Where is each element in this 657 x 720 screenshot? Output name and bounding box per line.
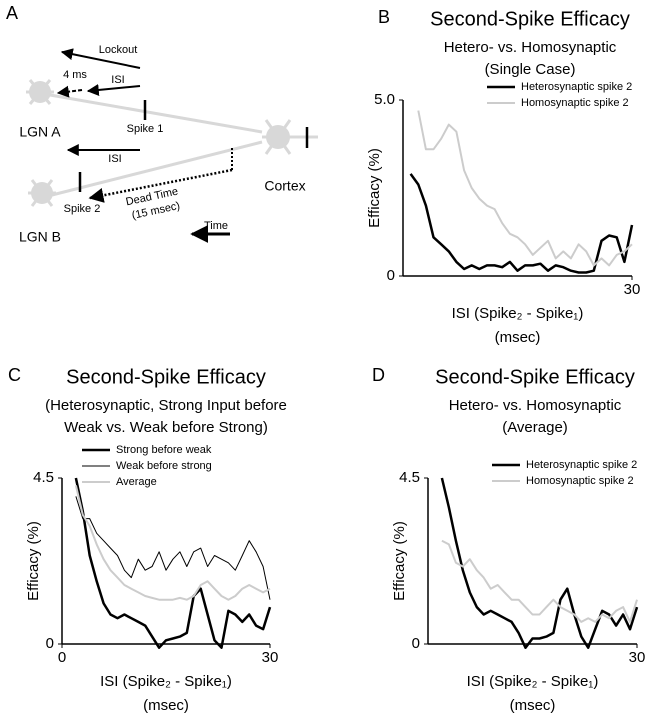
series-line xyxy=(409,173,634,274)
series-line xyxy=(417,110,633,267)
y-axis-label: Efficacy (%) xyxy=(366,148,383,228)
y-tick-label: 0 xyxy=(46,635,54,652)
label: LGN A xyxy=(19,124,61,140)
x-axis-label: ISI (Spike₂ - Spike₁) xyxy=(467,673,599,690)
x-axis-label: (msec) xyxy=(143,697,189,714)
label: 4 ms xyxy=(63,69,87,81)
label: Lockout xyxy=(99,44,138,56)
series-line xyxy=(74,477,272,649)
label: Time xyxy=(204,220,228,232)
y-axis-label: Efficacy (%) xyxy=(25,521,42,601)
panel-letter: B xyxy=(378,7,390,27)
x-axis-label: ISI (Spike₂ - Spike₁) xyxy=(100,673,232,690)
legend-label: Heterosynaptic spike 2 xyxy=(521,81,632,93)
neuron xyxy=(266,125,290,149)
chart-title: Second-Spike Efficacy xyxy=(430,8,630,30)
legend-label: Strong before weak xyxy=(116,444,212,456)
legend-label: Homosynaptic spike 2 xyxy=(526,475,634,487)
y-tick-label: 0 xyxy=(412,635,420,652)
legend-label: Homosynaptic spike 2 xyxy=(521,97,629,109)
x-axis-label: ISI (Spike₂ - Spike₁) xyxy=(452,305,584,322)
label: LGN B xyxy=(19,229,61,245)
panel-letter: D xyxy=(372,365,385,385)
legend-label: Average xyxy=(116,476,157,488)
x-tick-label: 0 xyxy=(58,649,66,666)
label: ISI xyxy=(108,153,121,165)
y-tick-label: 0 xyxy=(387,267,395,284)
panel-letter: C xyxy=(8,365,21,385)
panel-letter: A xyxy=(6,3,18,23)
series-line xyxy=(441,539,638,623)
chart-subtitle: Hetero- vs. Homosynaptic xyxy=(449,397,622,414)
label: Cortex xyxy=(264,178,305,194)
y-tick-label: 4.5 xyxy=(33,469,54,486)
neuron xyxy=(31,182,53,204)
chart-subtitle: (Single Case) xyxy=(485,61,576,78)
diagram-a: A Lockout 4 ms ISI Spike 1 LGN A ISI xyxy=(6,3,318,245)
legend-label: Heterosynaptic spike 2 xyxy=(526,459,637,471)
legend-label: Weak before strong xyxy=(116,460,212,472)
series-line xyxy=(440,477,639,649)
x-tick-label: 30 xyxy=(262,649,279,666)
chart-subtitle: Hetero- vs. Homosynaptic xyxy=(444,39,617,56)
series-line xyxy=(75,496,271,600)
neuron xyxy=(29,81,51,103)
chart-subtitle: Weak vs. Weak before Strong) xyxy=(64,419,268,436)
series-line xyxy=(74,485,271,601)
x-tick-label: 30 xyxy=(624,281,641,298)
x-axis-label: (msec) xyxy=(495,329,541,346)
chart-subtitle: (Average) xyxy=(502,419,568,436)
label: Spike 1 xyxy=(127,123,164,135)
chart-subtitle: (Heterosynaptic, Strong Input before xyxy=(45,397,287,414)
arrows xyxy=(56,48,309,243)
chart-title: Second-Spike Efficacy xyxy=(435,366,635,388)
y-tick-label: 5.0 xyxy=(374,91,395,108)
label: ISI xyxy=(111,74,124,86)
x-axis-label: (msec) xyxy=(510,697,556,714)
y-axis-label: Efficacy (%) xyxy=(391,521,408,601)
chart-title: Second-Spike Efficacy xyxy=(66,366,266,388)
x-tick-label: 30 xyxy=(629,649,646,666)
label: Spike 2 xyxy=(64,203,101,215)
y-tick-label: 4.5 xyxy=(399,469,420,486)
